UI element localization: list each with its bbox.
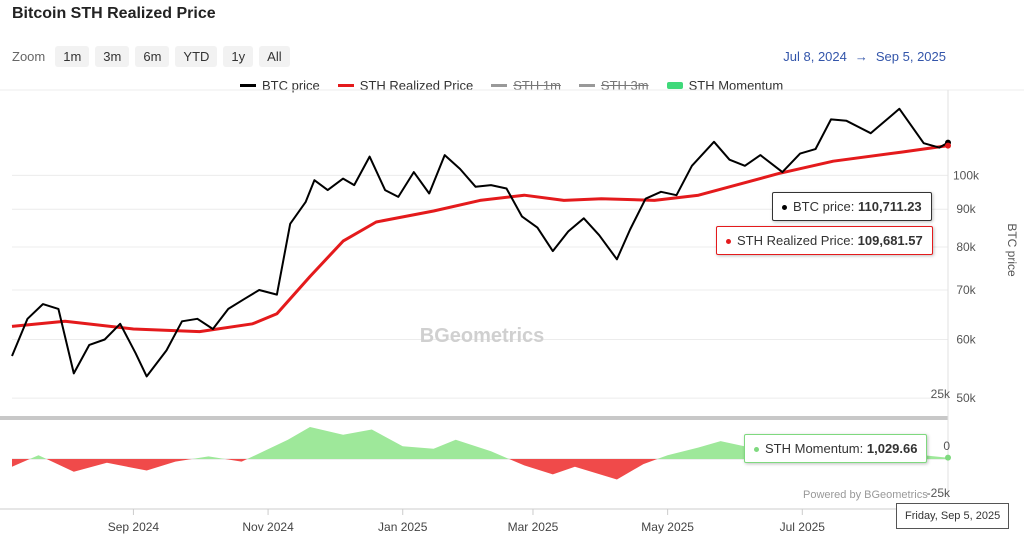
x-tick-label: Nov 2024 bbox=[242, 520, 294, 534]
x-tick-label: Mar 2025 bbox=[508, 520, 559, 534]
legend-label: STH Momentum bbox=[688, 78, 784, 93]
legend-item-sth-momentum[interactable]: STH Momentum bbox=[666, 78, 784, 93]
legend-swatch-sth-1m bbox=[491, 84, 508, 87]
x-tick-label: Sep 2024 bbox=[108, 520, 160, 534]
tooltip-btc-label: BTC price: bbox=[793, 199, 855, 214]
tooltip-sth-realized-price: STH Realized Price: 109,681.57 bbox=[716, 226, 933, 255]
chart-title: Bitcoin STH Realized Price bbox=[12, 5, 216, 22]
x-tick-label: Jul 2025 bbox=[780, 520, 826, 534]
y-axis-title: BTC price bbox=[1005, 223, 1019, 277]
price-series bbox=[11, 107, 951, 378]
legend-swatch-sth-3m bbox=[578, 84, 595, 87]
legend-swatch-btc-price bbox=[240, 84, 256, 87]
legend-swatch-sth-momentum bbox=[666, 82, 683, 89]
x-axis-tooltip: Friday, Sep 5, 2025 bbox=[896, 503, 1010, 529]
tooltip-momentum-value: 1,029.66 bbox=[866, 441, 918, 456]
range-from-input[interactable]: Jul 8, 2024 bbox=[783, 49, 847, 64]
momentum-series bbox=[12, 427, 951, 480]
tooltip-sth-momentum: STH Momentum: 1,029.66 bbox=[744, 434, 928, 463]
zoom-all-button[interactable]: All bbox=[259, 46, 290, 67]
legend-item-sth-realized-price[interactable]: STH Realized Price bbox=[337, 78, 474, 93]
x-tick-label: May 2025 bbox=[641, 520, 694, 534]
axes: 50k 60k 70k 80k 90k 100k BTC price 25k 0 -25k Sep … bbox=[108, 168, 1019, 534]
legend-item-sth-3m[interactable]: STH 3m bbox=[578, 78, 649, 93]
range-arrow-icon: → bbox=[854, 49, 868, 64]
momentum-positive-area bbox=[12, 427, 948, 459]
tooltip-dot-icon bbox=[726, 239, 731, 245]
tooltip-sth-value: 109,681.57 bbox=[857, 233, 923, 248]
legend-label: STH Realized Price bbox=[359, 78, 474, 93]
credits-link[interactable]: Powered by BGeometrics bbox=[803, 489, 928, 501]
zoom-ytd-button[interactable]: YTD bbox=[175, 46, 218, 67]
zoom-6m-button[interactable]: 6m bbox=[135, 46, 170, 67]
y-tick-label: 50k bbox=[956, 391, 976, 405]
legend-label: STH 3m bbox=[600, 78, 649, 93]
y-tick-label: 100k bbox=[953, 168, 980, 182]
zoom-1y-button[interactable]: 1y bbox=[223, 46, 254, 67]
tooltip-dot-icon bbox=[782, 205, 787, 211]
date-range: Jul 8, 2024 → Sep 5, 2025 bbox=[783, 49, 946, 64]
sth-realized-price-marker bbox=[945, 142, 951, 149]
momentum-marker bbox=[945, 454, 951, 461]
legend-item-btc-price[interactable]: BTC price bbox=[240, 78, 320, 93]
legend: BTC price STH Realized Price STH 1m STH … bbox=[240, 78, 783, 93]
zoom-3m-button[interactable]: 3m bbox=[95, 46, 130, 67]
zoom-1m-button[interactable]: 1m bbox=[55, 46, 90, 67]
momentum-tick-label: 25k bbox=[931, 387, 951, 401]
range-to-input[interactable]: Sep 5, 2025 bbox=[875, 49, 946, 64]
y-tick-label: 80k bbox=[956, 240, 976, 254]
legend-label: BTC price bbox=[262, 78, 320, 93]
legend-item-sth-1m[interactable]: STH 1m bbox=[491, 78, 561, 93]
momentum-tick-label: -25k bbox=[927, 486, 951, 500]
y-tick-label: 70k bbox=[956, 283, 976, 297]
watermark: BGeometrics bbox=[420, 325, 545, 347]
tooltip-sth-label: STH Realized Price: bbox=[737, 233, 855, 248]
tooltip-btc-price: BTC price: 110,711.23 bbox=[772, 192, 932, 221]
y-tick-label: 90k bbox=[956, 202, 976, 216]
y-tick-label: 60k bbox=[956, 333, 976, 347]
momentum-tick-label: 0 bbox=[943, 439, 950, 453]
legend-label: STH 1m bbox=[513, 78, 561, 93]
x-tick-label: Jan 2025 bbox=[378, 520, 428, 534]
tooltip-dot-icon bbox=[754, 447, 759, 453]
tooltip-momentum-label: STH Momentum: bbox=[765, 441, 864, 456]
sth-realized-price-line bbox=[11, 144, 949, 334]
btc-price-line bbox=[11, 107, 949, 378]
zoom-bar: Zoom 1m 3m 6m YTD 1y All bbox=[12, 46, 290, 67]
tooltip-btc-value: 110,711.23 bbox=[858, 199, 922, 214]
legend-swatch-sth-realized-price bbox=[337, 84, 354, 87]
zoom-label: Zoom bbox=[12, 49, 46, 64]
momentum-negative-area bbox=[12, 459, 948, 480]
